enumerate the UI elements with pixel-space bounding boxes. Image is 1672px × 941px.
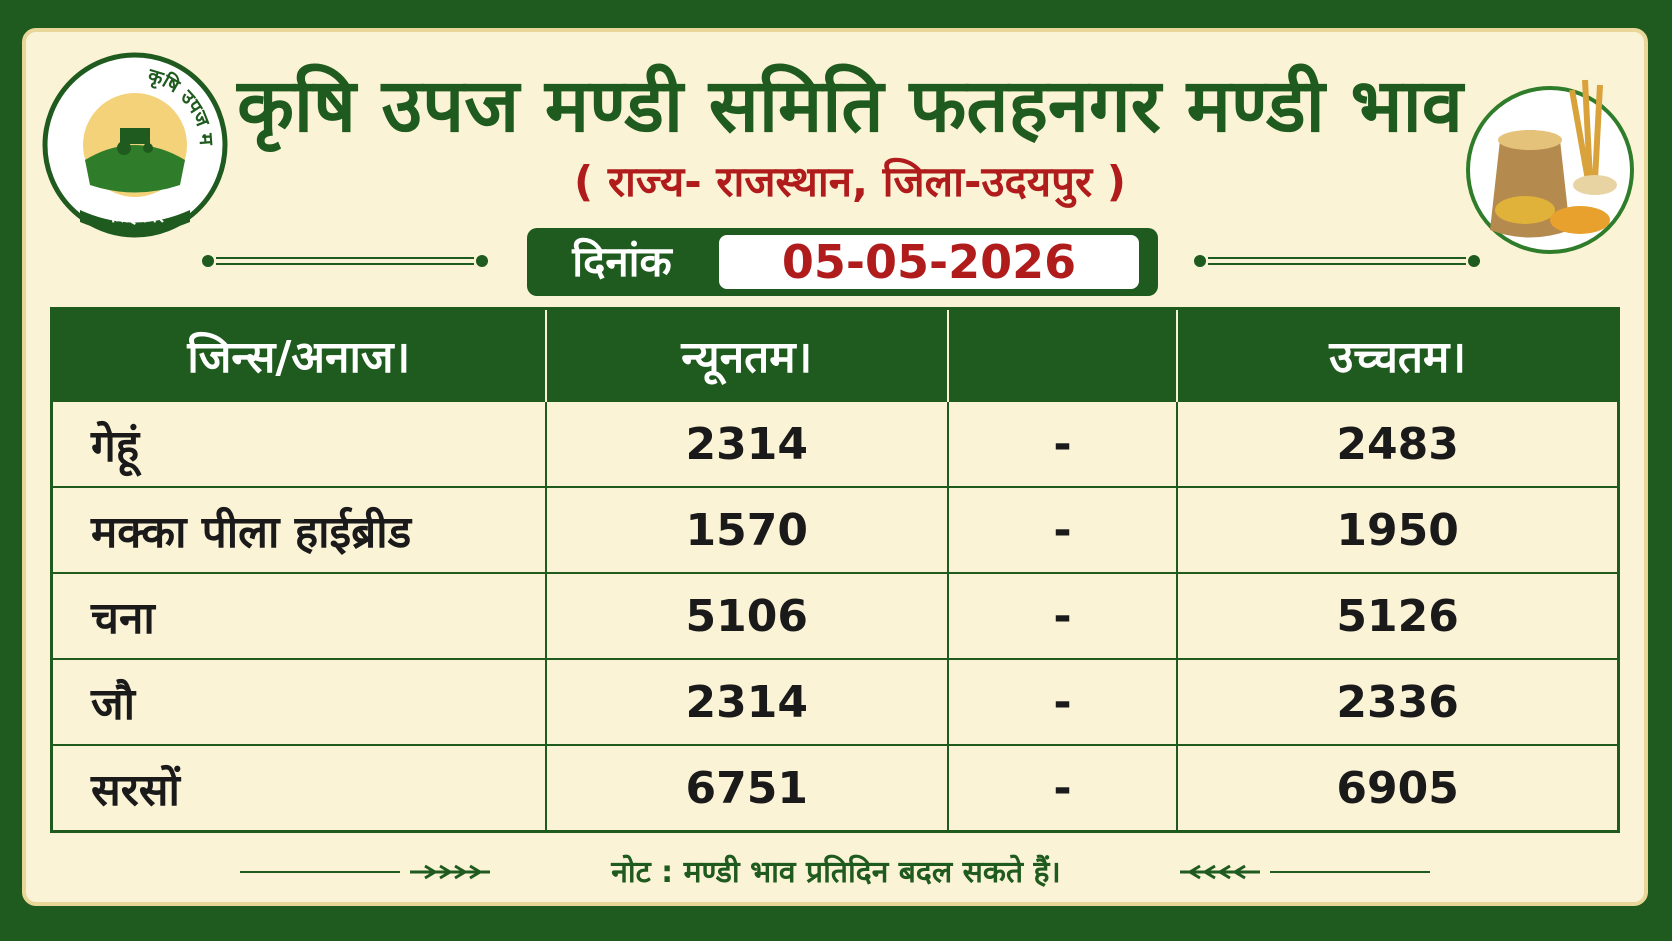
note-decor bbox=[240, 864, 1430, 880]
price: 2483 bbox=[1176, 400, 1620, 488]
table-row: सरसों 6751-6905 bbox=[50, 744, 1620, 833]
date-box: दिनांक 05-05-2026 bbox=[527, 228, 1158, 296]
separator: - bbox=[946, 744, 1179, 833]
price: 5106 bbox=[544, 572, 949, 660]
title: कृषि उपज मण्डी समिति फतहनगर मण्डी भाव bbox=[237, 63, 1463, 149]
separator: - bbox=[946, 572, 1179, 660]
commodity: सरसों bbox=[50, 744, 547, 833]
commodity: मक्का पीला हाईब्रीड bbox=[50, 486, 547, 574]
date-value: 05-05-2026 bbox=[719, 235, 1139, 289]
price: 6905 bbox=[1176, 744, 1620, 833]
column-header: उच्चतम। bbox=[1177, 308, 1620, 401]
separator: - bbox=[946, 400, 1179, 488]
logo: कृषि उपज मण्डी समिति फतहनगर bbox=[40, 50, 228, 238]
table-row: मक्का पीला हाईब्रीड 1570-1950 bbox=[50, 486, 1620, 574]
note: नोट : मण्डी भाव प्रतिदिन बदल सकते हैं। bbox=[611, 855, 1061, 890]
table-row: गेहूं 2314-2483 bbox=[50, 400, 1620, 488]
price: 1570 bbox=[544, 486, 949, 574]
price: 2314 bbox=[544, 658, 949, 746]
price: 2314 bbox=[544, 400, 949, 488]
price: 5126 bbox=[1176, 572, 1620, 660]
separator: - bbox=[946, 486, 1179, 574]
price: 2336 bbox=[1176, 658, 1620, 746]
column-header: न्यूनतम। bbox=[545, 308, 949, 401]
subtitle: ( राज्य- राजस्थान, जिला-उदयपुर ) bbox=[574, 157, 1126, 206]
commodity: गेहूं bbox=[50, 400, 547, 488]
price: 6751 bbox=[544, 744, 949, 833]
separator: - bbox=[946, 658, 1179, 746]
price-table: जिन्स/अनाज। न्यूनतम। उच्चतम। गेहूं 2314-2… bbox=[50, 307, 1620, 833]
decor-left bbox=[202, 255, 488, 267]
table-row: चना 5106-5126 bbox=[50, 572, 1620, 660]
header-row: जिन्स/अनाज। न्यूनतम। उच्चतम। bbox=[51, 308, 1620, 401]
price: 1950 bbox=[1176, 486, 1620, 574]
date-label: दिनांक bbox=[572, 237, 672, 286]
table-body: गेहूं 2314-2483 मक्का पीला हाईब्रीड 1570-19… bbox=[50, 400, 1620, 833]
commodity: जौ bbox=[50, 658, 547, 746]
column-header-blank bbox=[947, 308, 1179, 401]
grain-illustration bbox=[1466, 79, 1634, 254]
table-row: जौ 2314-2336 bbox=[50, 658, 1620, 746]
logo-place: फतहनगर bbox=[105, 207, 165, 227]
commodity: चना bbox=[50, 572, 547, 660]
column-header: जिन्स/अनाज। bbox=[51, 308, 547, 401]
decor-right bbox=[1194, 255, 1480, 267]
